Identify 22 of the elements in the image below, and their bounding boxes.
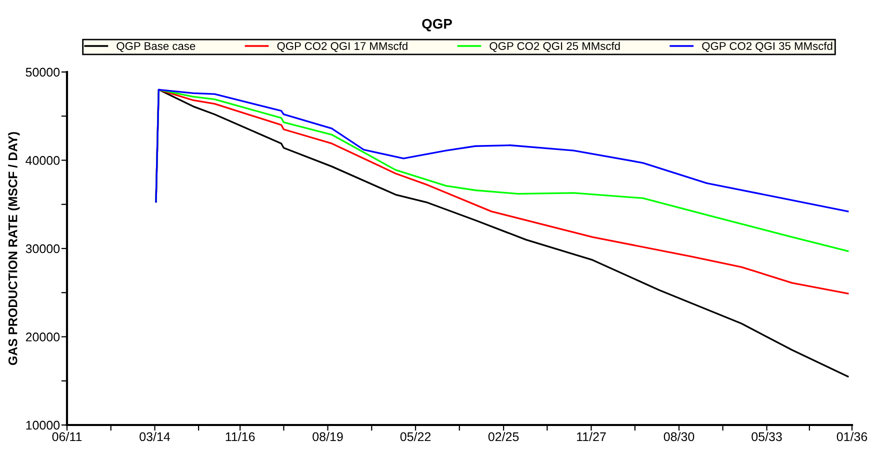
- y-axis-title: GAS PRODUCTION RATE (MSCF / DAY): [8, 132, 20, 366]
- y-tick-label: 10000: [26, 420, 60, 430]
- y-tick-label: 30000: [26, 244, 60, 254]
- x-tick-label: 05/22: [400, 432, 431, 442]
- line-series: [155, 88, 849, 212]
- x-tick-label: 06/11: [52, 432, 82, 442]
- legend-label: QGP CO2 QGI 35 MMscfd: [702, 42, 832, 52]
- y-tick-label: 40000: [26, 156, 60, 165]
- x-tick-label: 02/25: [488, 432, 519, 442]
- x-tick-label: 08/19: [312, 432, 343, 442]
- chart-title: QGP: [422, 18, 452, 32]
- x-tick-label: 03/14: [140, 432, 170, 442]
- y-tick-label: 50000: [26, 68, 60, 77]
- legend-label: QGP CO2 QGI 17 MMscfd: [277, 42, 408, 52]
- x-tick-label: 01/36: [836, 432, 868, 442]
- x-tick-label: 08/30: [664, 432, 694, 442]
- x-tick-label: 05/33: [752, 432, 782, 442]
- x-tick-label: 11/27: [577, 432, 606, 442]
- y-tick-label: 20000: [26, 332, 60, 342]
- legend-label: QGP Base case: [116, 42, 196, 52]
- legend-label: QGP CO2 QGI 25 MMscfd: [490, 42, 620, 52]
- x-tick-label: 11/16: [226, 432, 255, 442]
